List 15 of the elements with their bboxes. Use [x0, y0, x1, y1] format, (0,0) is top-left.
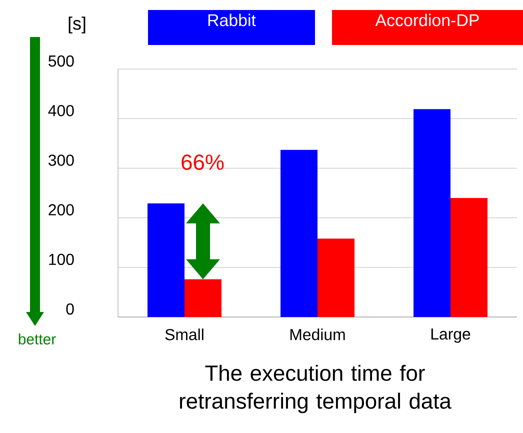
x-tick-label: Large	[431, 328, 470, 343]
y-tick-label: 400	[48, 104, 74, 116]
text: Rabbit	[208, 14, 256, 26]
text: The execution time for retransferring temporal data	[180, 364, 452, 414]
text: better	[18, 334, 56, 344]
y-tick-label: 100	[49, 254, 74, 266]
y-tick-label: 300	[48, 154, 74, 166]
y-axis-title: [s]	[68, 16, 86, 34]
y-tick-label: 200	[48, 204, 74, 216]
x-tick-label: Medium	[290, 328, 345, 340]
annotation: 66%	[182, 154, 224, 170]
y-tick-label: 500	[48, 55, 74, 67]
text: Accordion-DP	[375, 14, 479, 26]
y-tick-label: 0	[66, 303, 74, 315]
x-tick-label: Small	[165, 328, 204, 340]
